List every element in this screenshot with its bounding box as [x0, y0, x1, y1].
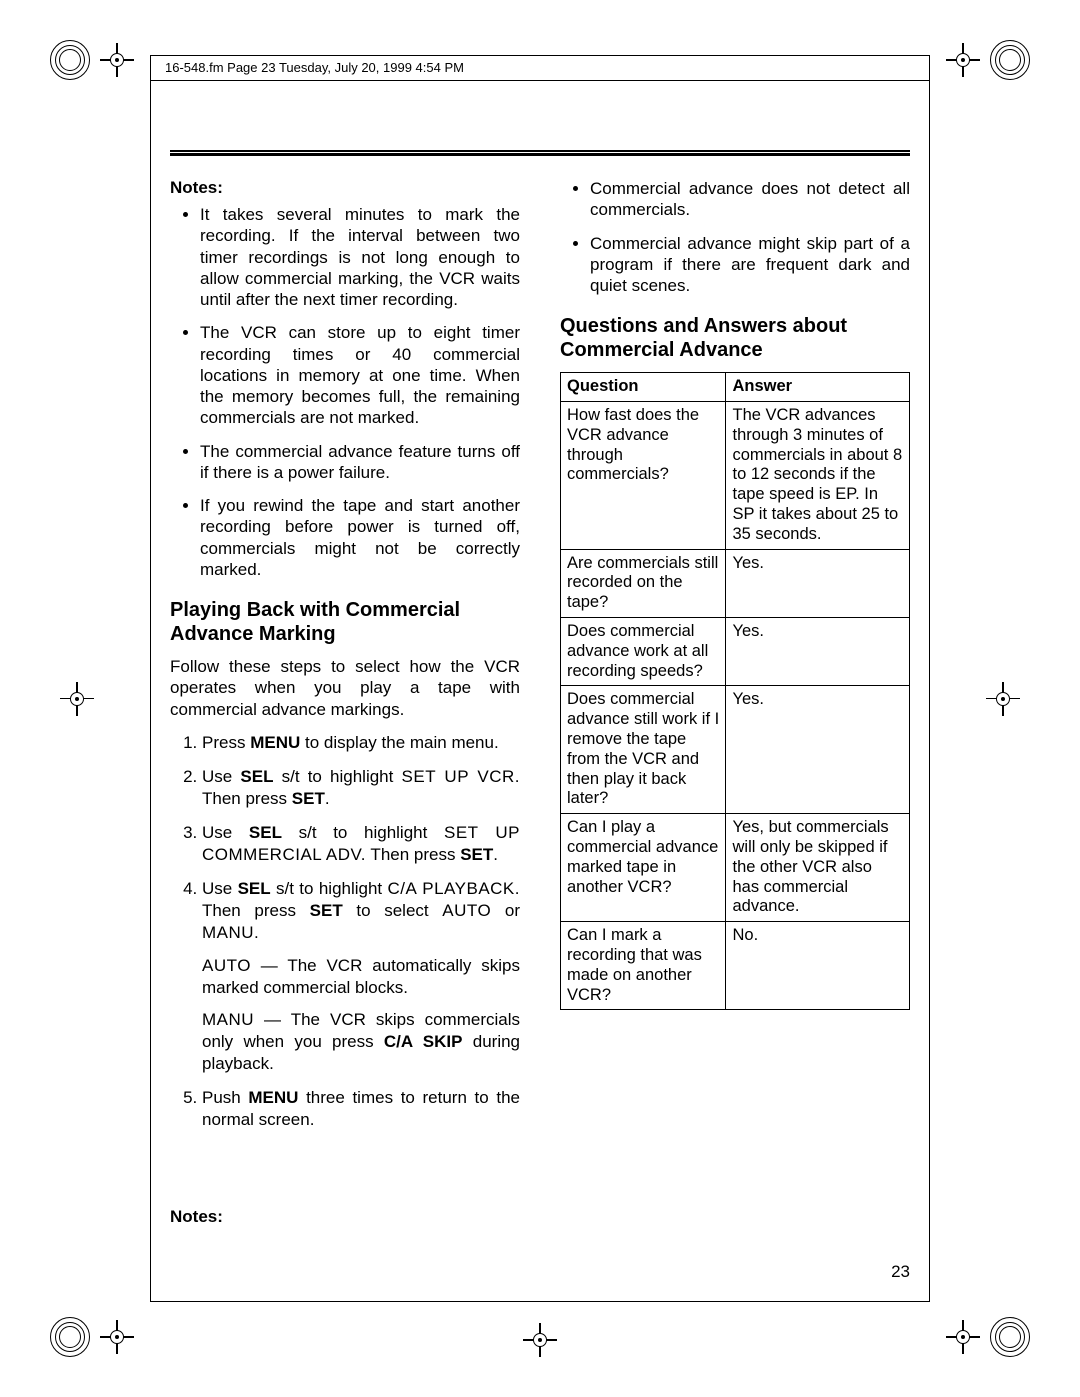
page-number: 23: [891, 1262, 910, 1282]
bullet-item: Commercial advance might skip part of a …: [590, 233, 910, 297]
header-line: [150, 80, 930, 81]
note-item: The VCR can store up to eight timer reco…: [200, 322, 520, 428]
qa-head-answer: Answer: [726, 373, 910, 402]
step-1: Press MENU to display the main menu.: [202, 732, 520, 754]
reg-mark-tl: [50, 40, 144, 80]
reg-mark-mr: [976, 682, 1030, 716]
bullet-item: Commercial advance does not detect all c…: [590, 178, 910, 221]
qa-row: Can I play a commercial advance marked t…: [561, 814, 910, 922]
section-title-playback: Playing Back with Commercial Advance Mar…: [170, 598, 520, 646]
reg-mark-bl: [50, 1317, 144, 1357]
qa-table: Question Answer How fast does the VCR ad…: [560, 372, 910, 1010]
note-item: The commercial advance feature turns off…: [200, 441, 520, 484]
qa-row: Does commercial advance still work if I …: [561, 686, 910, 814]
qa-row: Can I mark a recording that was made on …: [561, 922, 910, 1010]
left-column: Notes: It takes several minutes to mark …: [170, 178, 520, 1233]
note-item: It takes several minutes to mark the rec…: [200, 204, 520, 310]
page-content: Notes: It takes several minutes to mark …: [170, 150, 910, 1252]
right-column: Commercial advance does not detect all c…: [560, 178, 910, 1233]
qa-head-question: Question: [561, 373, 726, 402]
notes-label: Notes:: [170, 178, 520, 198]
running-head: 16-548.fm Page 23 Tuesday, July 20, 1999…: [165, 60, 464, 75]
notes-label-2: Notes:: [170, 1207, 520, 1227]
reg-mark-br: [936, 1317, 1030, 1357]
top-rule: [170, 150, 910, 156]
qa-row: Are commercials still recorded on the ta…: [561, 549, 910, 617]
steps-list: Press MENU to display the main menu. Use…: [170, 732, 520, 1131]
notes-list: It takes several minutes to mark the rec…: [170, 204, 520, 580]
step-5: Push MENU three times to return to the n…: [202, 1087, 520, 1131]
reg-mark-mb: [513, 1323, 567, 1357]
right-bullets: Commercial advance does not detect all c…: [560, 178, 910, 296]
qa-row: How fast does the VCR advance through co…: [561, 402, 910, 550]
qa-title: Questions and Answers about Commercial A…: [560, 314, 910, 362]
step-2: Use SEL s/t to highlight SET UP VCR. The…: [202, 766, 520, 810]
reg-mark-tr: [936, 40, 1030, 80]
step-3: Use SEL s/t to highlight SET UP COMMERCI…: [202, 822, 520, 866]
note-item: If you rewind the tape and start another…: [200, 495, 520, 580]
qa-row: Does commercial advance work at all reco…: [561, 618, 910, 686]
reg-mark-ml: [50, 682, 104, 716]
step-4: Use SEL s/t to highlight C/A PLAYBACK. T…: [202, 878, 520, 1075]
section-intro: Follow these steps to select how the VCR…: [170, 656, 520, 720]
